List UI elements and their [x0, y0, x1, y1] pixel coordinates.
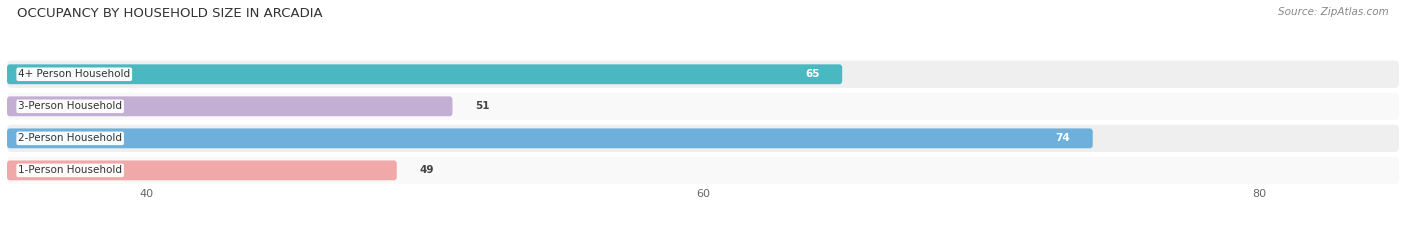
FancyBboxPatch shape: [7, 64, 842, 84]
FancyBboxPatch shape: [7, 93, 1399, 120]
Text: 3-Person Household: 3-Person Household: [18, 101, 122, 111]
Text: 74: 74: [1056, 133, 1070, 143]
Text: 65: 65: [806, 69, 820, 79]
Text: 51: 51: [475, 101, 489, 111]
FancyBboxPatch shape: [7, 161, 396, 180]
FancyBboxPatch shape: [7, 128, 1092, 148]
FancyBboxPatch shape: [7, 125, 1399, 152]
Text: 2-Person Household: 2-Person Household: [18, 133, 122, 143]
FancyBboxPatch shape: [7, 61, 1399, 88]
FancyBboxPatch shape: [7, 157, 1399, 184]
Text: 1-Person Household: 1-Person Household: [18, 165, 122, 175]
Text: OCCUPANCY BY HOUSEHOLD SIZE IN ARCADIA: OCCUPANCY BY HOUSEHOLD SIZE IN ARCADIA: [17, 7, 322, 20]
FancyBboxPatch shape: [7, 96, 453, 116]
Text: 4+ Person Household: 4+ Person Household: [18, 69, 131, 79]
Text: Source: ZipAtlas.com: Source: ZipAtlas.com: [1278, 7, 1389, 17]
Text: 49: 49: [419, 165, 433, 175]
